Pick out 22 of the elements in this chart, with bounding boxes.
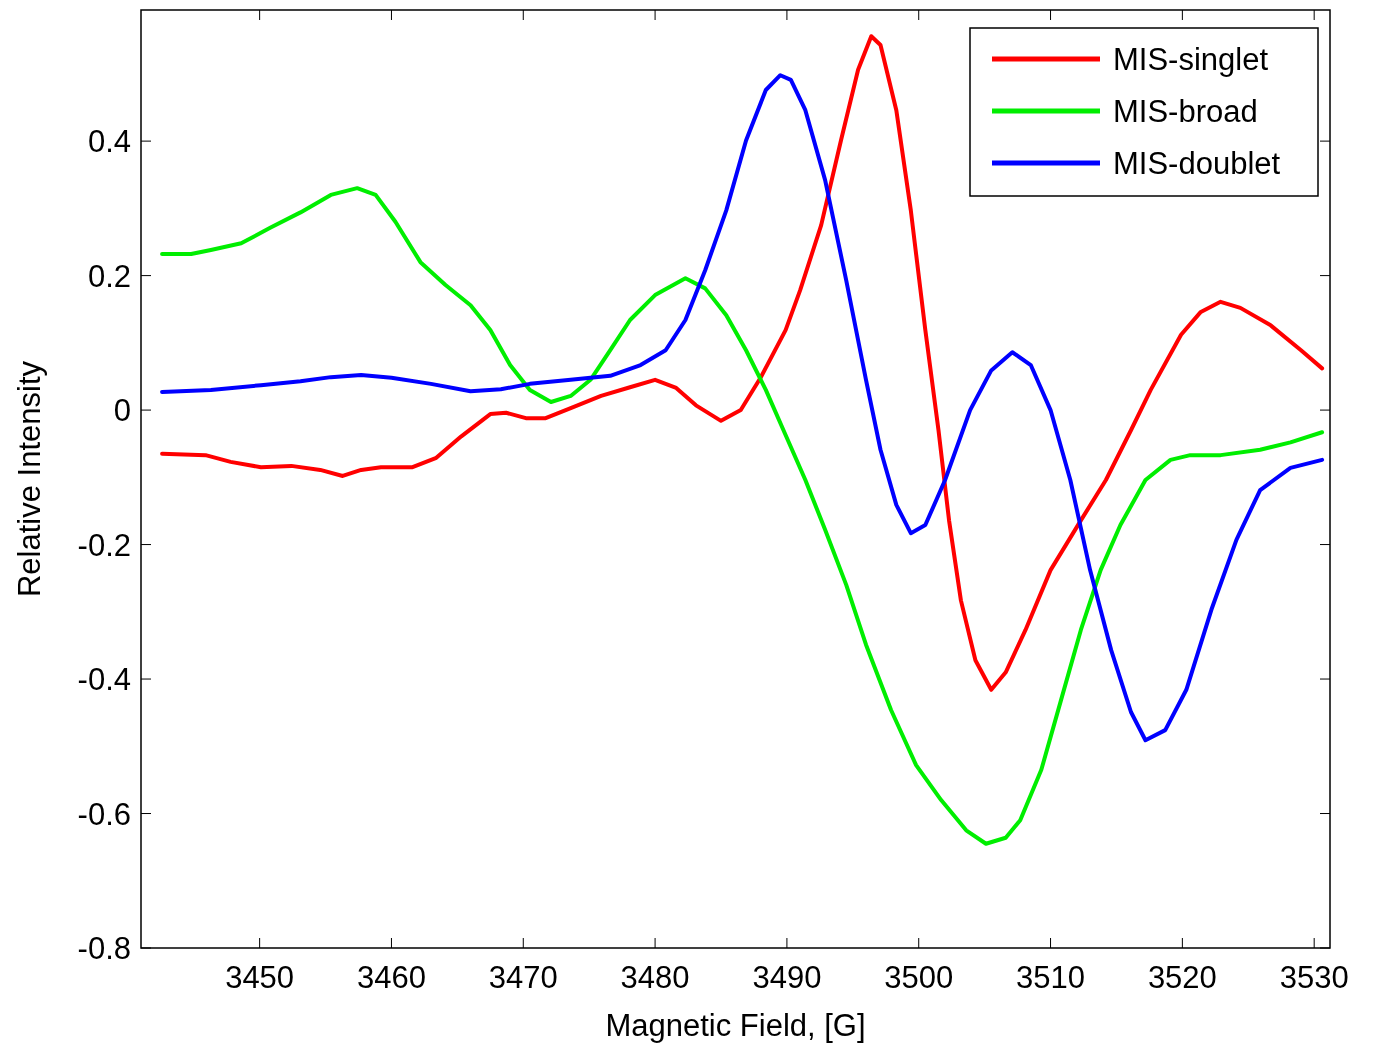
y-tick-label: -0.8 xyxy=(77,931,131,966)
y-tick-label: 0.4 xyxy=(87,124,131,160)
x-tick-label: 3530 xyxy=(1279,960,1349,995)
x-tick-label: 3450 xyxy=(225,960,295,995)
y-tick-label: 0.2 xyxy=(87,258,131,294)
legend-label: MIS-broad xyxy=(1113,94,1258,129)
legend-label: MIS-singlet xyxy=(1113,42,1269,77)
x-tick-label: 3480 xyxy=(620,960,690,995)
legend-label: MIS-doublet xyxy=(1113,146,1281,181)
x-axis-title: Magnetic Field, [G] xyxy=(605,1008,866,1043)
y-tick-label: -0.4 xyxy=(77,662,131,698)
x-tick-label: 3520 xyxy=(1147,960,1217,995)
y-tick-label: -0.6 xyxy=(77,796,131,832)
x-tick-label: 3460 xyxy=(356,960,426,995)
y-axis-title: Relative Intensity xyxy=(12,360,47,598)
x-tick-label: 3490 xyxy=(752,960,822,995)
x-tick-label: 3510 xyxy=(1016,960,1086,995)
x-tick-label: 3500 xyxy=(884,960,954,995)
y-tick-label: 0 xyxy=(113,393,131,429)
y-tick-label: -0.2 xyxy=(77,527,131,563)
line-series xyxy=(160,186,1325,846)
x-tick-label: 3470 xyxy=(488,960,558,995)
